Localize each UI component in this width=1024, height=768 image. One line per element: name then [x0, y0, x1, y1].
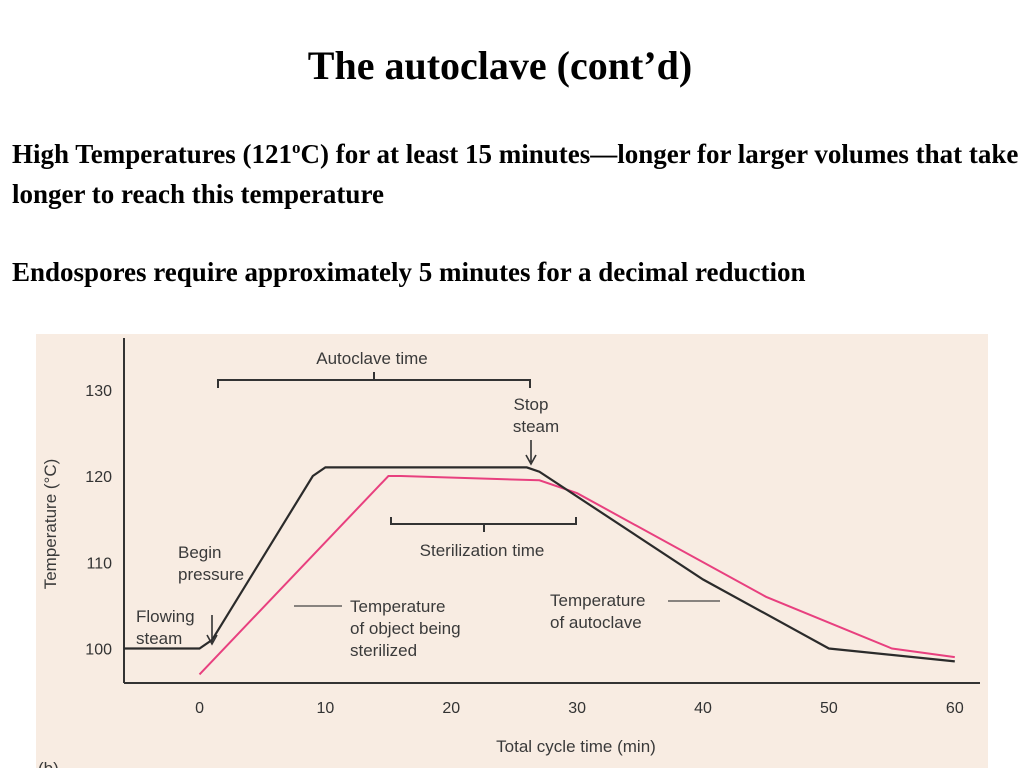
- y-axis-label: Temperature (°C): [41, 459, 60, 590]
- flowing-steam-label-line1: Flowing: [136, 607, 195, 626]
- paragraph-text-rest: C) for at least 15 minutes—longer for la…: [12, 139, 1019, 209]
- paragraph-endospores: Endospores require approximately 5 minut…: [12, 257, 806, 287]
- series-line-object-temperature: [198, 475, 955, 676]
- series-line-autoclave-temperature: [124, 466, 955, 663]
- autoclave-time-bracket: [217, 372, 531, 388]
- stop-steam-label-line1: Stop: [514, 395, 549, 414]
- sterilization-time-bracket: [390, 517, 577, 532]
- flowing-steam-label-line2: steam: [136, 629, 182, 648]
- x-tick-label: 0: [195, 700, 204, 717]
- autoclave-time-label: Autoclave time: [316, 349, 428, 368]
- flowing-steam-arrow: [206, 615, 218, 646]
- x-axis-label: Total cycle time (min): [496, 737, 656, 756]
- y-tick-label: 120: [85, 469, 112, 486]
- x-tick-label: 50: [820, 700, 838, 717]
- paragraph-high-temperatures: High Temperatures (121oC) for at least 1…: [12, 128, 1022, 214]
- x-tick-label: 40: [694, 700, 712, 717]
- x-tick-label: 60: [946, 700, 964, 717]
- object-temperature-label-line1: Temperature: [350, 597, 445, 616]
- degree-superscript: o: [292, 138, 301, 157]
- y-tick-label: 130: [85, 383, 112, 400]
- y-ticks: 100 110 120 130: [85, 383, 112, 659]
- slide-title: The autoclave (cont’d): [307, 43, 693, 88]
- begin-pressure-label-line2: pressure: [178, 565, 244, 584]
- autoclave-temperature-label-line2: of autoclave: [550, 613, 642, 632]
- stop-steam-label-line2: steam: [513, 417, 559, 436]
- stop-steam-arrow: [525, 440, 537, 466]
- object-temperature-label-line2: of object being: [350, 619, 461, 638]
- sterilization-time-label: Sterilization time: [420, 541, 545, 560]
- object-temperature-label-line3: sterilized: [350, 641, 417, 660]
- panel-label: (b): [38, 759, 59, 768]
- x-tick-label: 10: [317, 700, 335, 717]
- begin-pressure-label-line1: Begin: [178, 543, 221, 562]
- chart-svg: Total cycle time (min) Temperature (°C) …: [38, 338, 980, 768]
- x-tick-label: 30: [568, 700, 586, 717]
- x-tick-label: 20: [442, 700, 460, 717]
- y-tick-label: 100: [85, 642, 112, 659]
- x-ticks: 0 10 20 30 40 50 60: [195, 700, 964, 717]
- autoclave-temperature-label-line1: Temperature: [550, 591, 645, 610]
- y-tick-label: 110: [86, 555, 112, 572]
- paragraph-text-start: High Temperatures (121: [12, 139, 293, 169]
- autoclave-chart: Total cycle time (min) Temperature (°C) …: [36, 334, 988, 768]
